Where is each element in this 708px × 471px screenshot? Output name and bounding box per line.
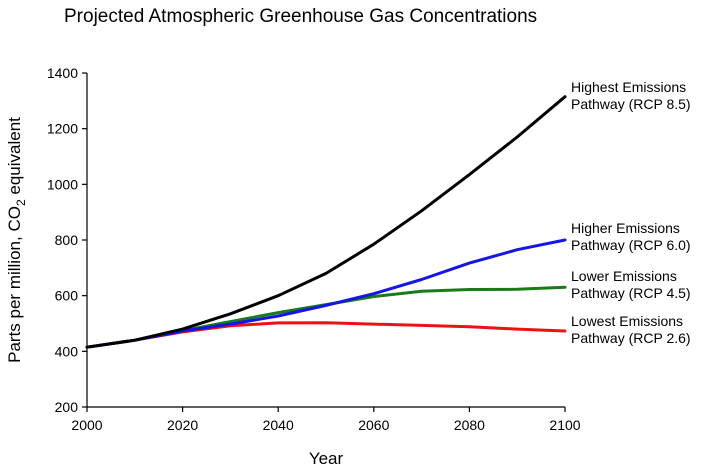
y-axis-label: Parts per million, CO2 equivalent [5,117,28,363]
series-lines [85,95,567,349]
chart-title: Projected Atmospheric Greenhouse Gas Con… [64,6,537,27]
x-tick-label: 2060 [358,417,389,433]
y-axis-label-subscript: 2 [14,199,28,206]
y-axis-label-main: Parts per million, CO [5,206,24,363]
series-label: Pathway (RCP 6.0) [571,237,691,253]
series-label: Pathway (RCP 4.5) [571,285,691,301]
y-tick-label: 400 [55,343,79,359]
x-tick-label: 2040 [263,417,294,433]
series-label: Pathway (RCP 8.5) [571,96,691,112]
y-axis-label-rest: equivalent [5,117,24,200]
series-line [85,238,567,349]
y-ticks: 200 400 600 800 1000 1200 1400 [47,65,87,415]
x-tick-label: 2100 [549,417,580,433]
y-tick-label: 200 [55,399,79,415]
y-tick-label: 1400 [47,65,78,81]
y-tick-label: 800 [55,232,79,248]
series-label: Lowest Emissions [571,313,683,329]
x-axis-label: Year [309,449,344,468]
series-label: Highest Emissions [571,79,686,95]
series-label: Lower Emissions [571,268,677,284]
y-tick-label: 600 [55,288,79,304]
x-ticks: 2000 2020 2040 2060 2080 2100 [71,407,581,433]
series-label: Pathway (RCP 2.6) [571,330,691,346]
axes [86,73,565,408]
y-tick-label: 1200 [47,121,78,137]
series-label: Higher Emissions [571,220,680,236]
x-tick-label: 2080 [454,417,485,433]
series-line [85,95,567,349]
y-tick-label: 1000 [47,176,78,192]
series-line [85,285,567,349]
x-tick-label: 2020 [167,417,198,433]
x-tick-label: 2000 [71,417,102,433]
